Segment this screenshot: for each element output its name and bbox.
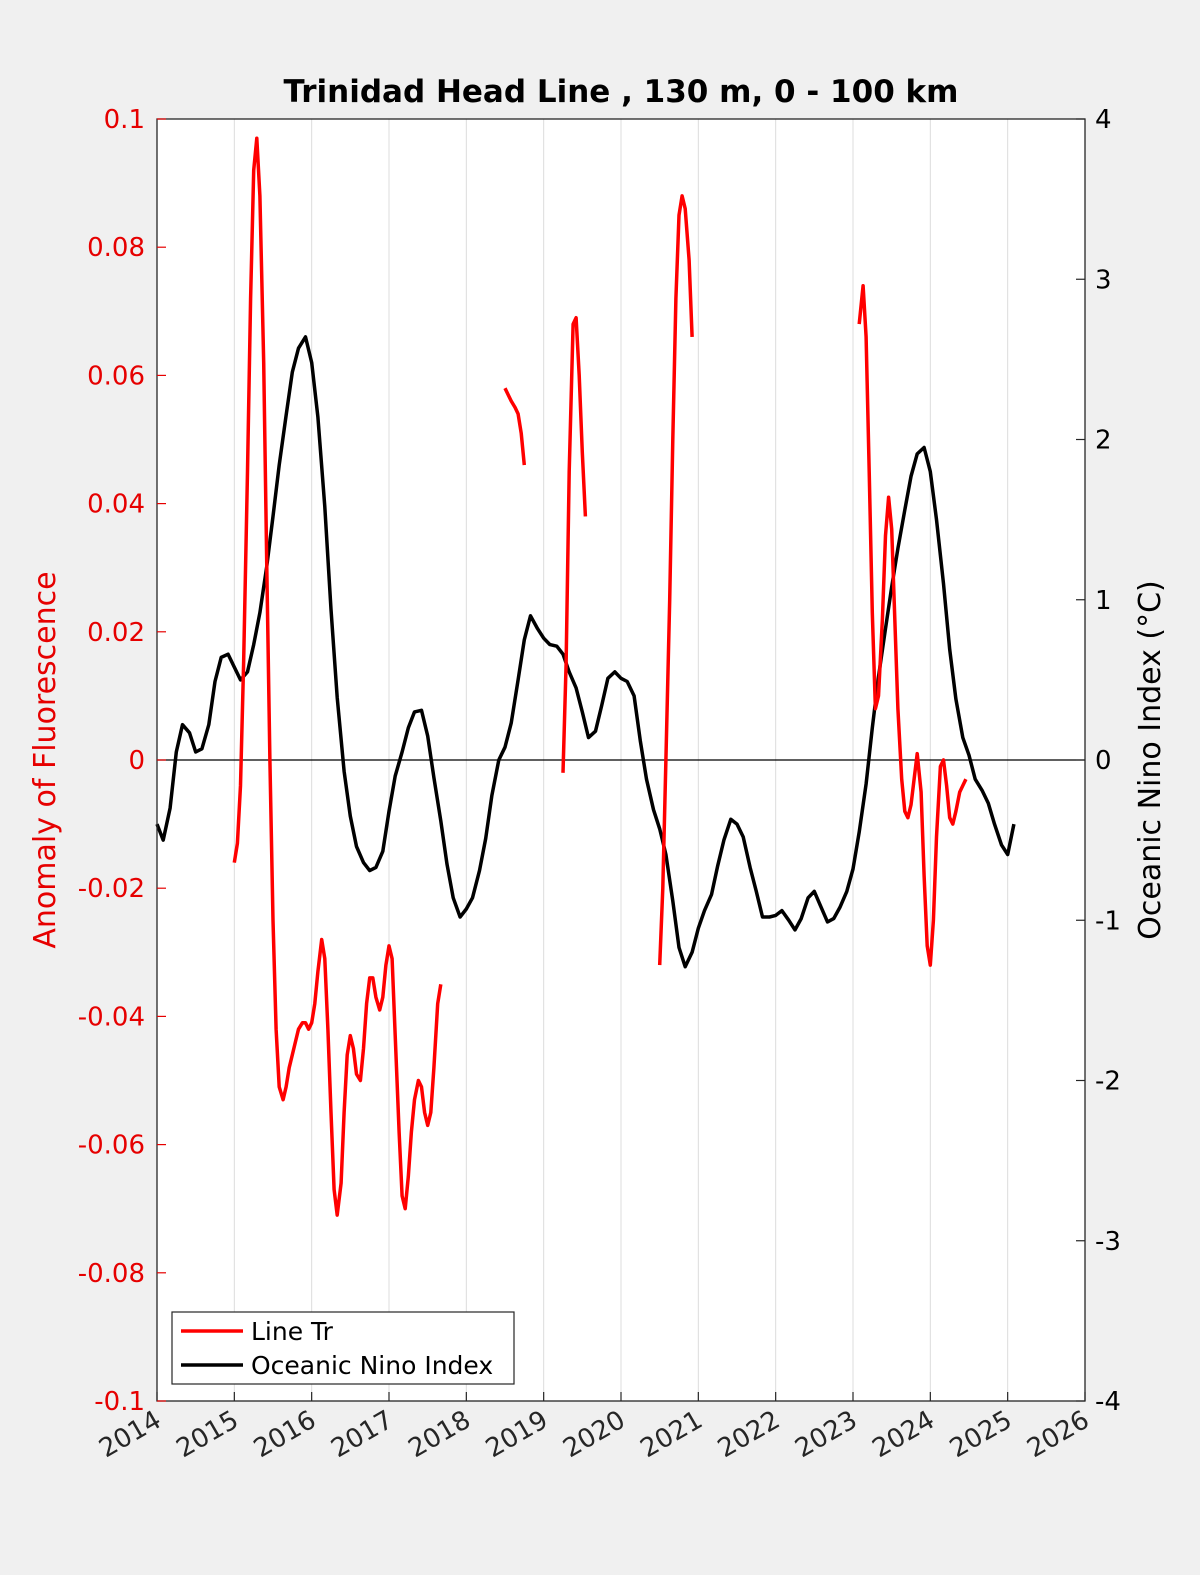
legend-label-oni: Oceanic Nino Index [251,1351,493,1380]
y-left-tick-label: -0.04 [78,1002,145,1032]
y-left-tick-label: 0.04 [87,490,145,520]
y-left-tick-label: 0.08 [87,233,145,263]
y-right-tick-label: 3 [1095,265,1112,295]
legend-box [171,1311,515,1385]
y-left-tick-label: -0.08 [78,1259,145,1289]
y-left-tick-label: -0.02 [78,874,145,904]
x-tick-label: 2019 [481,1405,553,1464]
y-right-tick-label: -3 [1095,1227,1121,1257]
ticks-layer: 2 0 1 4 2015 2016 2017 2018 2019 2020 2021 2022 2023… [78,105,1121,1464]
y-left-tick-label: 0 [128,746,145,776]
x-tick-label: 2020 [558,1405,630,1464]
x-tick-label: 2021 [636,1405,708,1464]
legend: Line Tr Oceanic Nino Index [171,1311,515,1385]
y-right-tick-label: -2 [1095,1067,1121,1097]
x-tick-label: 2016 [249,1405,321,1464]
y-left-tick-label: 0.1 [104,105,145,135]
y-left-tick-label: -0.1 [94,1387,145,1417]
series-oni-line [155,335,1016,969]
x-tick-label: 2025 [945,1405,1017,1464]
y-right-tick-label: 0 [1095,746,1112,776]
series-line-tr-segment [857,283,968,967]
y-left-tick-label: 0.06 [87,361,145,391]
x-tick-label: 2023 [790,1405,862,1464]
y-axis-label-right: Oceanic Nino Index (°C) [1133,580,1168,940]
series-line-tr-segment [503,387,527,466]
y-axis-label-left: Anomaly of Fluorescence [28,571,63,948]
y-left-tick-label: 0.02 [87,618,145,648]
y-left-tick-label: -0.06 [78,1131,145,1161]
y-right-tick-label: -4 [1095,1387,1121,1417]
x-tick-label: 2018 [404,1405,476,1464]
series-layer [155,136,1016,1217]
y-right-tick-label: 4 [1095,105,1112,135]
series-line-tr-segment [232,136,443,1217]
y-right-tick-label: 2 [1095,426,1112,456]
series-line-tr-segment [561,315,588,773]
x-tick-label: 2022 [713,1405,785,1464]
series-line-tr-segment [657,194,694,966]
y-right-tick-label: 1 [1095,586,1112,616]
legend-label-line-tr: Line Tr [251,1317,334,1346]
x-tick-label: 2017 [326,1405,398,1464]
y-right-tick-label: -1 [1095,906,1121,936]
x-tick-label: 2024 [868,1405,940,1464]
x-tick-label: 2026 [1022,1405,1094,1464]
x-tick-label: 2015 [172,1405,244,1464]
chart-title: Trinidad Head Line , 130 m, 0 - 100 km [284,74,959,110]
